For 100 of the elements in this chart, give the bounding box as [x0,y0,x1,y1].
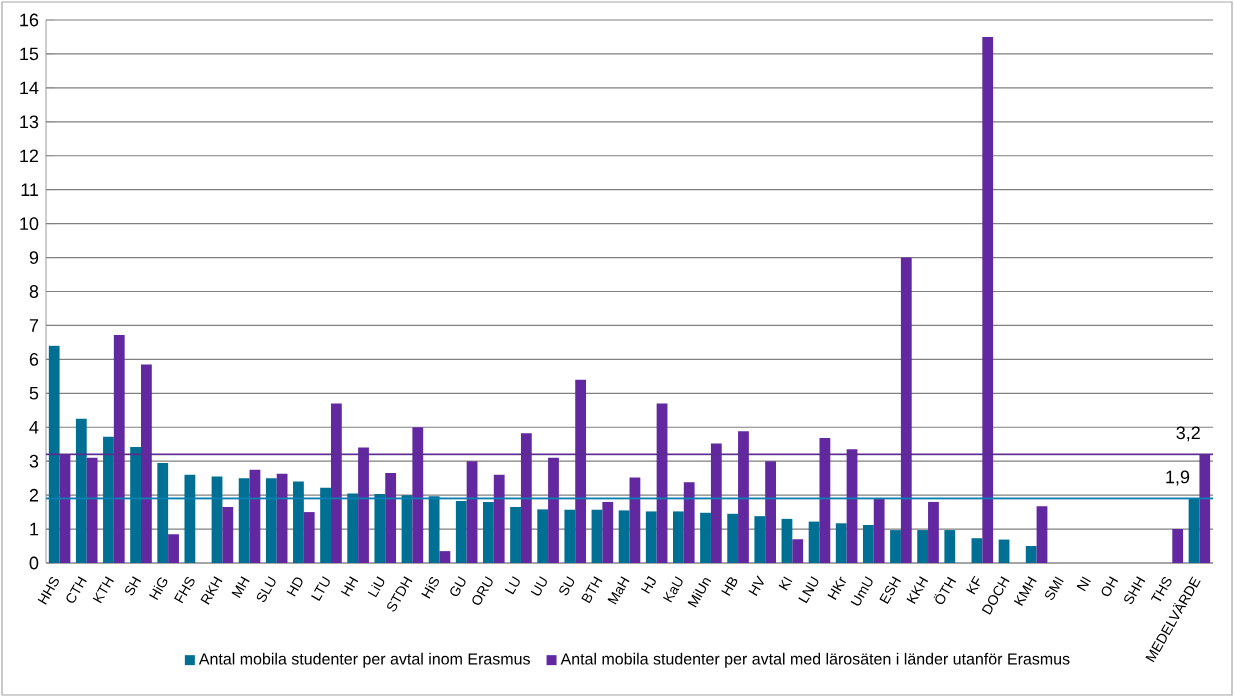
bar [575,379,587,563]
y-tick-label: 15 [20,47,39,61]
x-tick-label: HH [340,576,359,597]
bar [222,507,234,563]
bar [835,523,847,563]
bar [1036,506,1048,563]
bar [618,510,630,563]
bar [238,478,250,563]
bar [265,478,277,563]
bar [629,477,641,563]
y-tick-label: 7 [29,319,39,332]
bar [944,530,956,563]
bar [998,539,1010,563]
y-tick-label: 16 [20,13,39,27]
x-tick-label: KI [778,576,793,591]
x-tick-label: HiS [421,577,439,599]
y-tick-label: 10 [20,217,39,231]
y-tick-label: 9 [29,251,39,264]
bar [385,473,397,563]
bar [211,476,223,563]
bar [982,36,994,563]
bar [792,539,804,563]
x-tick-label: MH [231,576,250,598]
bar [738,431,749,563]
bar [683,482,695,563]
bar [483,501,494,563]
bar [303,512,315,563]
bar [971,538,983,563]
bar [330,403,342,563]
bar [656,403,668,563]
bar [493,474,505,563]
bar [846,449,858,563]
bar [1199,454,1211,563]
y-tick-label: 11 [21,183,39,196]
bar [591,509,603,563]
bar [700,512,711,563]
x-tick-label: HV [748,575,764,596]
x-tick-label: NI [1076,576,1091,592]
x-tick-label: LU [504,576,520,595]
bar [59,454,71,563]
bar [86,457,98,563]
bar [765,461,776,563]
bar [862,524,874,563]
y-tick-label: 4 [29,421,39,434]
bar [428,496,440,563]
bar [358,447,369,563]
bar [602,501,614,563]
y-tick-label: 6 [29,352,39,366]
data-label: 1,9 [1166,470,1190,486]
bar [157,462,169,563]
bar [710,443,722,563]
bar [48,345,60,563]
bar [917,530,929,563]
y-tick-label: 12 [20,149,39,163]
bar [727,513,739,563]
y-tick-label: 13 [20,115,39,129]
bar [103,436,114,563]
bar [130,446,141,563]
bar [873,498,885,563]
y-tick-label: 3 [29,454,39,468]
bar [890,530,901,563]
bar [293,481,304,563]
bar [168,534,179,563]
x-tick-label: HB [721,577,738,596]
y-tick-label: 0 [29,556,39,570]
bar [320,487,331,563]
legend-label: Antal mobila studenter per avtal inom Erasmus [198,652,530,668]
bar [184,474,196,563]
bar [1025,546,1037,563]
bar [412,427,424,563]
bar [520,433,532,563]
bar [928,501,939,563]
y-tick-label: 14 [20,81,39,95]
bar [900,257,912,563]
x-tick-label: LiU [367,576,385,598]
bar [75,418,87,563]
x-tick-label: HD [286,577,303,597]
bar [439,551,451,563]
bar [466,461,478,563]
bar [819,438,831,563]
y-tick-label: 1 [30,522,39,536]
bar [645,511,657,563]
x-tick-label: HiG [149,577,168,601]
bar [808,521,820,563]
y-tick-label: 2 [29,488,39,502]
bar [754,516,766,563]
x-tick-label: OH [1101,576,1119,597]
y-tick-label: 5 [29,387,39,400]
legend-label: Antal mobila studenter per avtal med lärosäten i länder utanför Erasmus [560,652,1070,668]
bar [401,495,413,563]
bar [249,469,261,563]
x-tick-label: SH [125,576,142,596]
bar [548,457,559,563]
bar [347,493,359,563]
x-tick-label: SU [559,576,575,596]
bar [374,494,386,563]
bar [113,334,125,563]
x-tick-label: UU [530,576,547,596]
bar [1172,529,1184,563]
bar [455,500,467,563]
